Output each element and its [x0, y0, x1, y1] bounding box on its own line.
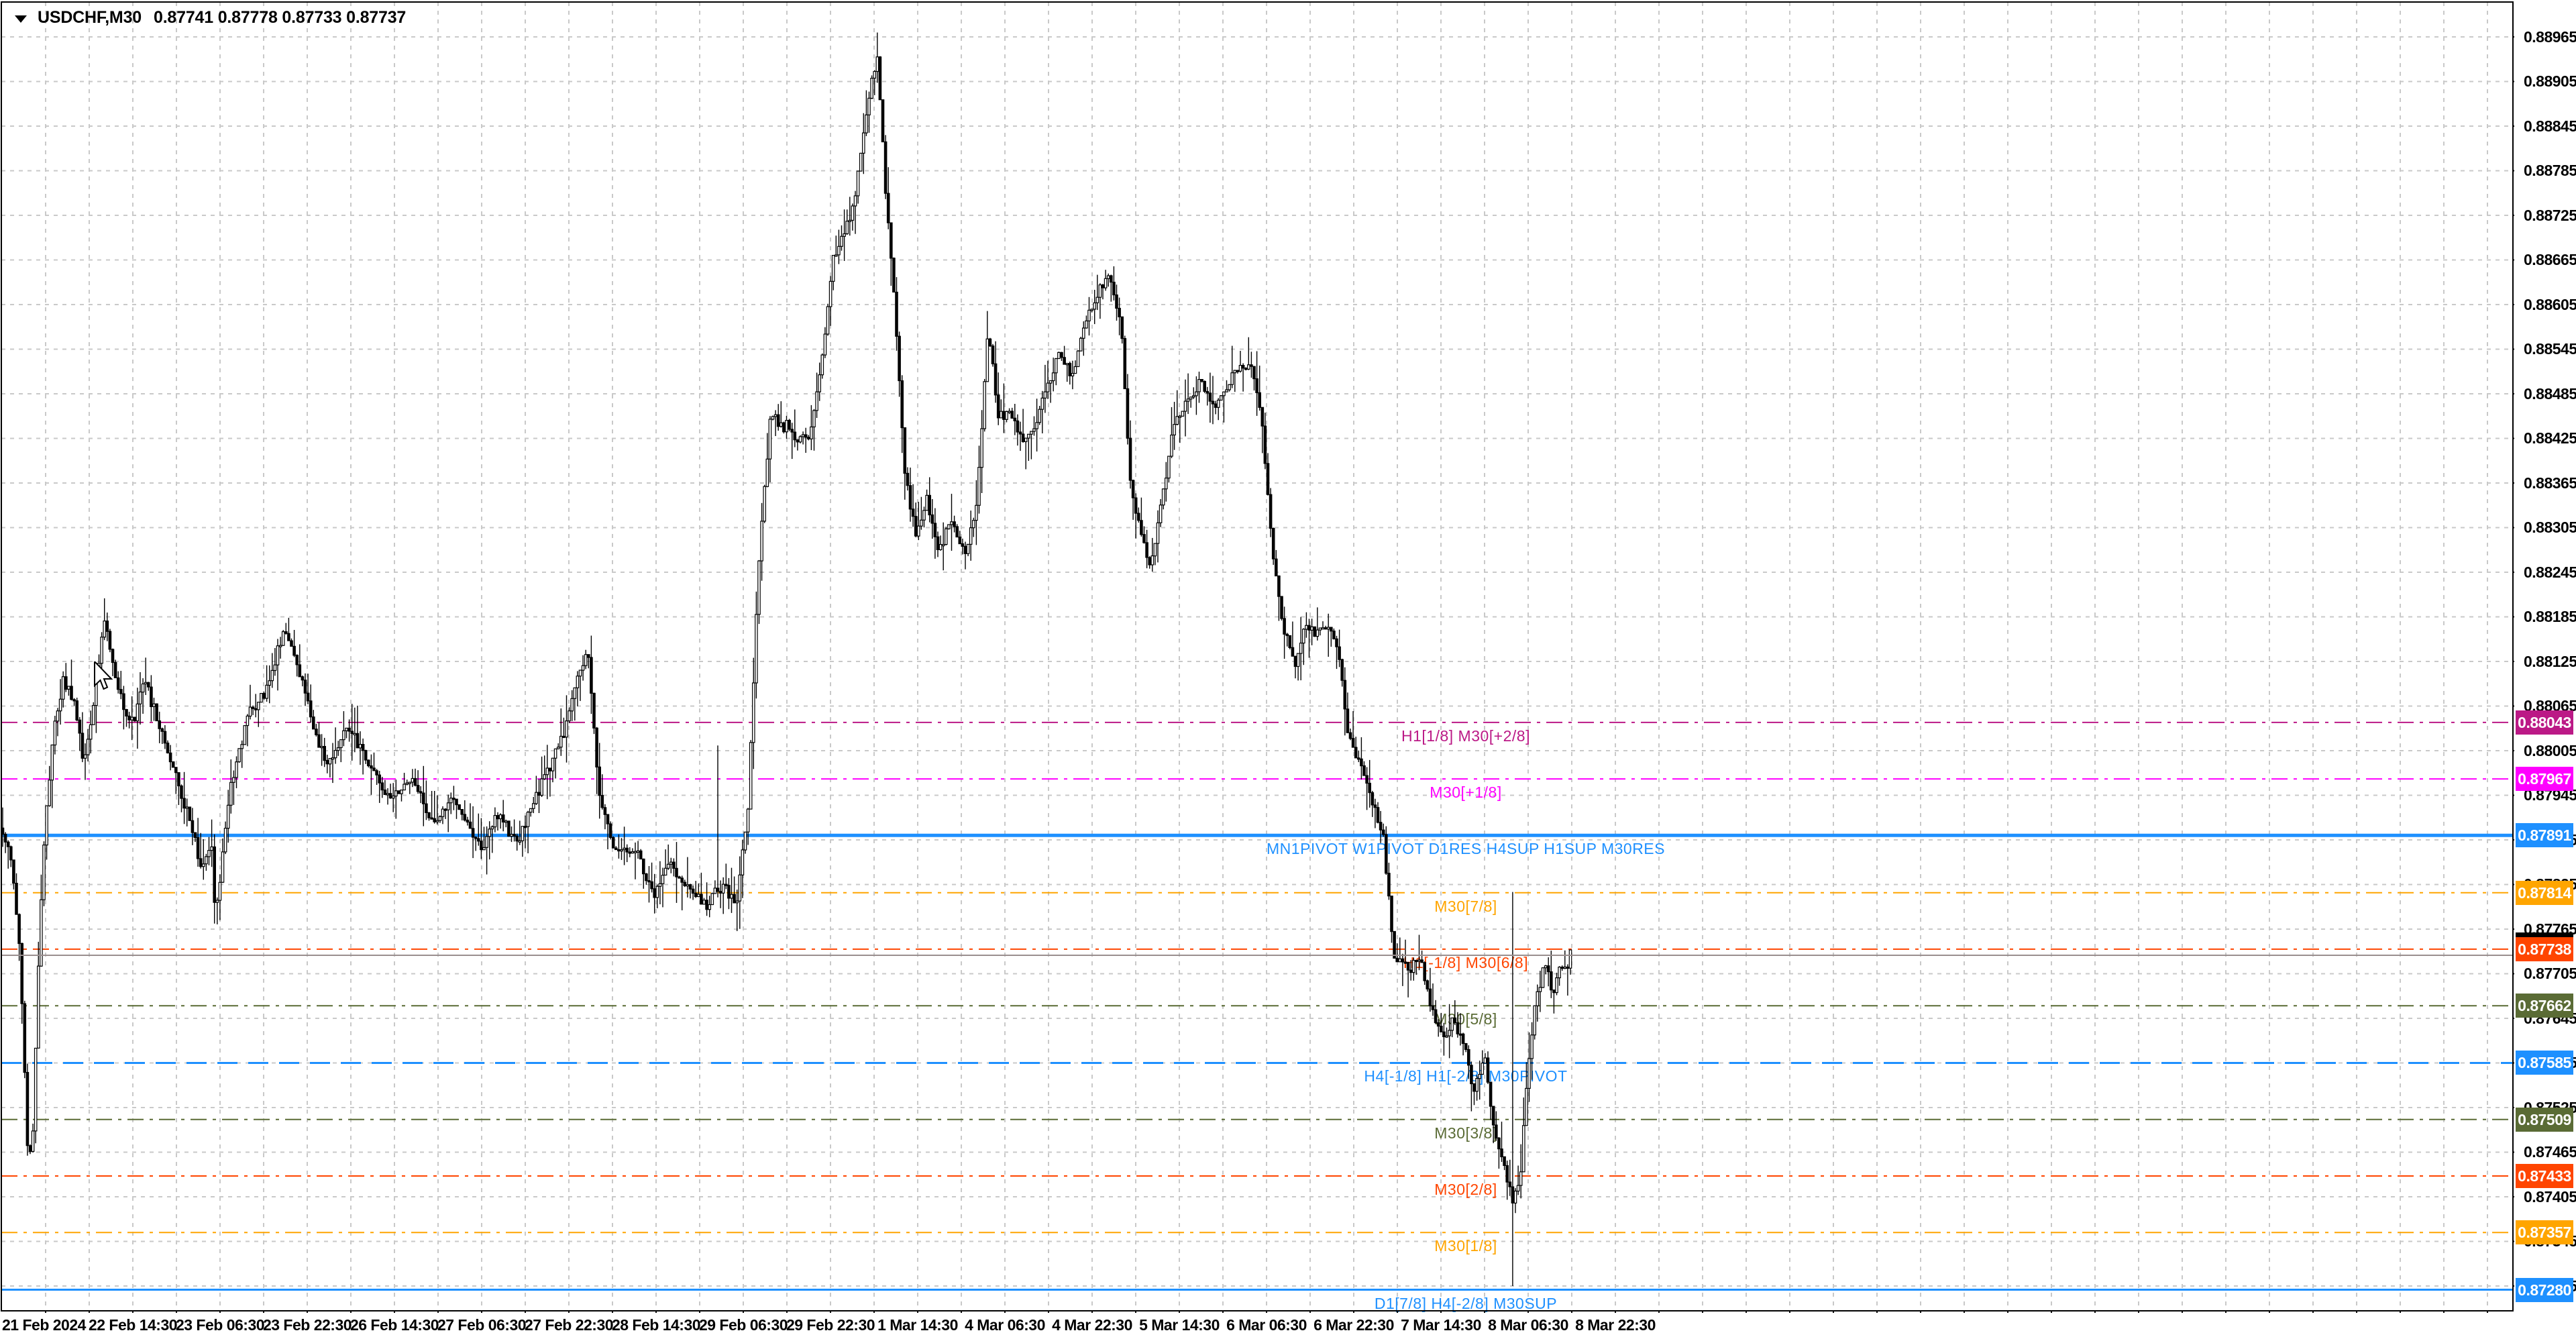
- price-tick-label: 0.88485: [2524, 384, 2576, 403]
- price-axis[interactable]: 0.88965 0.88905 0.88845 0.88785 0.88725 0.886…: [2514, 0, 2576, 1312]
- price-tick-label: 0.88545: [2524, 340, 2576, 358]
- price-tick-label: 0.88245: [2524, 563, 2576, 581]
- time-tick-label: 1 Mar 14:30: [877, 1316, 958, 1334]
- time-tick-label: 4 Mar 22:30: [1052, 1316, 1132, 1334]
- price-tick-label: 0.88425: [2524, 429, 2576, 447]
- price-tick-label: 0.88605: [2524, 295, 2576, 313]
- pivot-line-label: M30[7/8]: [1434, 897, 1497, 915]
- pivot-price-badge: 0.87357: [2516, 1220, 2573, 1245]
- price-tick-label: 0.88125: [2524, 652, 2576, 670]
- price-tick-label: 0.88005: [2524, 741, 2576, 759]
- price-tick-label: 0.87405: [2524, 1187, 2576, 1206]
- time-tick-label: 6 Mar 06:30: [1226, 1316, 1307, 1334]
- pivot-price-badge: 0.87509: [2516, 1107, 2573, 1132]
- pivot-line-label: M30[1/8]: [1434, 1237, 1497, 1255]
- time-tick-label: 27 Feb 22:30: [524, 1316, 614, 1334]
- pivot-line-label: MN1PIVOT W1PIVOT D1RES H4SUP H1SUP M30RE…: [1267, 840, 1665, 858]
- price-tick-label: 0.88845: [2524, 117, 2576, 135]
- price-tick-label: 0.88965: [2524, 28, 2576, 46]
- pivot-price-badge: 0.87585: [2516, 1051, 2573, 1075]
- pivot-price-badge: 0.87814: [2516, 880, 2573, 905]
- time-tick-label: 8 Mar 06:30: [1488, 1316, 1568, 1334]
- price-tick-label: 0.88905: [2524, 72, 2576, 91]
- price-tick-label: 0.88665: [2524, 251, 2576, 269]
- pivot-price-badge: 0.88043: [2516, 710, 2573, 735]
- pivot-line-label: M30[3/8]: [1434, 1124, 1497, 1142]
- price-tick-label: 0.88305: [2524, 519, 2576, 537]
- pivot-line-label: H4[-1/8] H1[-2/8] M30PIVOT: [1364, 1067, 1568, 1085]
- price-tick-label: 0.87465: [2524, 1143, 2576, 1161]
- pivot-line-label: H1[1/8] M30[+2/8]: [1401, 727, 1530, 745]
- time-tick-label: 29 Feb 22:30: [786, 1316, 875, 1334]
- time-tick-label: 29 Feb 06:30: [698, 1316, 788, 1334]
- time-tick-label: 7 Mar 14:30: [1401, 1316, 1481, 1334]
- pivot-line-label: M30[2/8]: [1434, 1180, 1497, 1198]
- time-tick-label: 6 Mar 22:30: [1313, 1316, 1394, 1334]
- time-tick-label: 8 Mar 22:30: [1575, 1316, 1656, 1334]
- price-tick-label: 0.88785: [2524, 162, 2576, 180]
- time-tick-label: 4 Mar 06:30: [965, 1316, 1045, 1334]
- time-axis[interactable]: 21 Feb 2024 22 Feb 14:30 23 Feb 06:30 23 Fe…: [0, 1313, 2514, 1339]
- time-tick-label: 5 Mar 14:30: [1139, 1316, 1220, 1334]
- pivot-price-badge: 0.87967: [2516, 767, 2573, 792]
- pivot-price-badge: 0.87280: [2516, 1277, 2573, 1302]
- time-tick-label: 28 Feb 14:30: [611, 1316, 701, 1334]
- time-tick-label: 26 Feb 14:30: [350, 1316, 439, 1334]
- symbol-title: USDCHF,M30: [38, 8, 142, 27]
- time-tick-label: 22 Feb 14:30: [88, 1316, 178, 1334]
- pivot-line-label: M30[5/8]: [1434, 1010, 1497, 1028]
- pivot-line-label: D1[7/8] H4[-2/8] M30SUP: [1374, 1294, 1558, 1312]
- mouse-cursor: [94, 661, 113, 690]
- price-tick-label: 0.88725: [2524, 206, 2576, 224]
- pivot-price-badge: 0.87891: [2516, 823, 2573, 848]
- time-tick-label: 23 Feb 06:30: [175, 1316, 265, 1334]
- time-tick-label: 21 Feb 2024: [2, 1316, 86, 1334]
- symbol-ohlc-values: 0.87741 0.87778 0.87733 0.87737: [153, 8, 407, 27]
- price-tick-label: 0.88365: [2524, 474, 2576, 492]
- price-tick-label: 0.88185: [2524, 608, 2576, 626]
- pivot-line-label: M30[+1/8]: [1430, 784, 1502, 802]
- time-tick-label: 23 Feb 22:30: [262, 1316, 352, 1334]
- pivot-price-badge: 0.87433: [2516, 1163, 2573, 1188]
- pivot-price-badge: 0.87738: [2516, 936, 2573, 961]
- time-tick-label: 27 Feb 06:30: [437, 1316, 527, 1334]
- price-tick-label: 0.87705: [2524, 965, 2576, 983]
- pivot-price-badge: 0.87662: [2516, 994, 2573, 1018]
- symbol-dropdown-icon[interactable]: [15, 15, 27, 23]
- symbol-header: USDCHF,M30 0.87741 0.87778 0.87733 0.877…: [15, 8, 406, 28]
